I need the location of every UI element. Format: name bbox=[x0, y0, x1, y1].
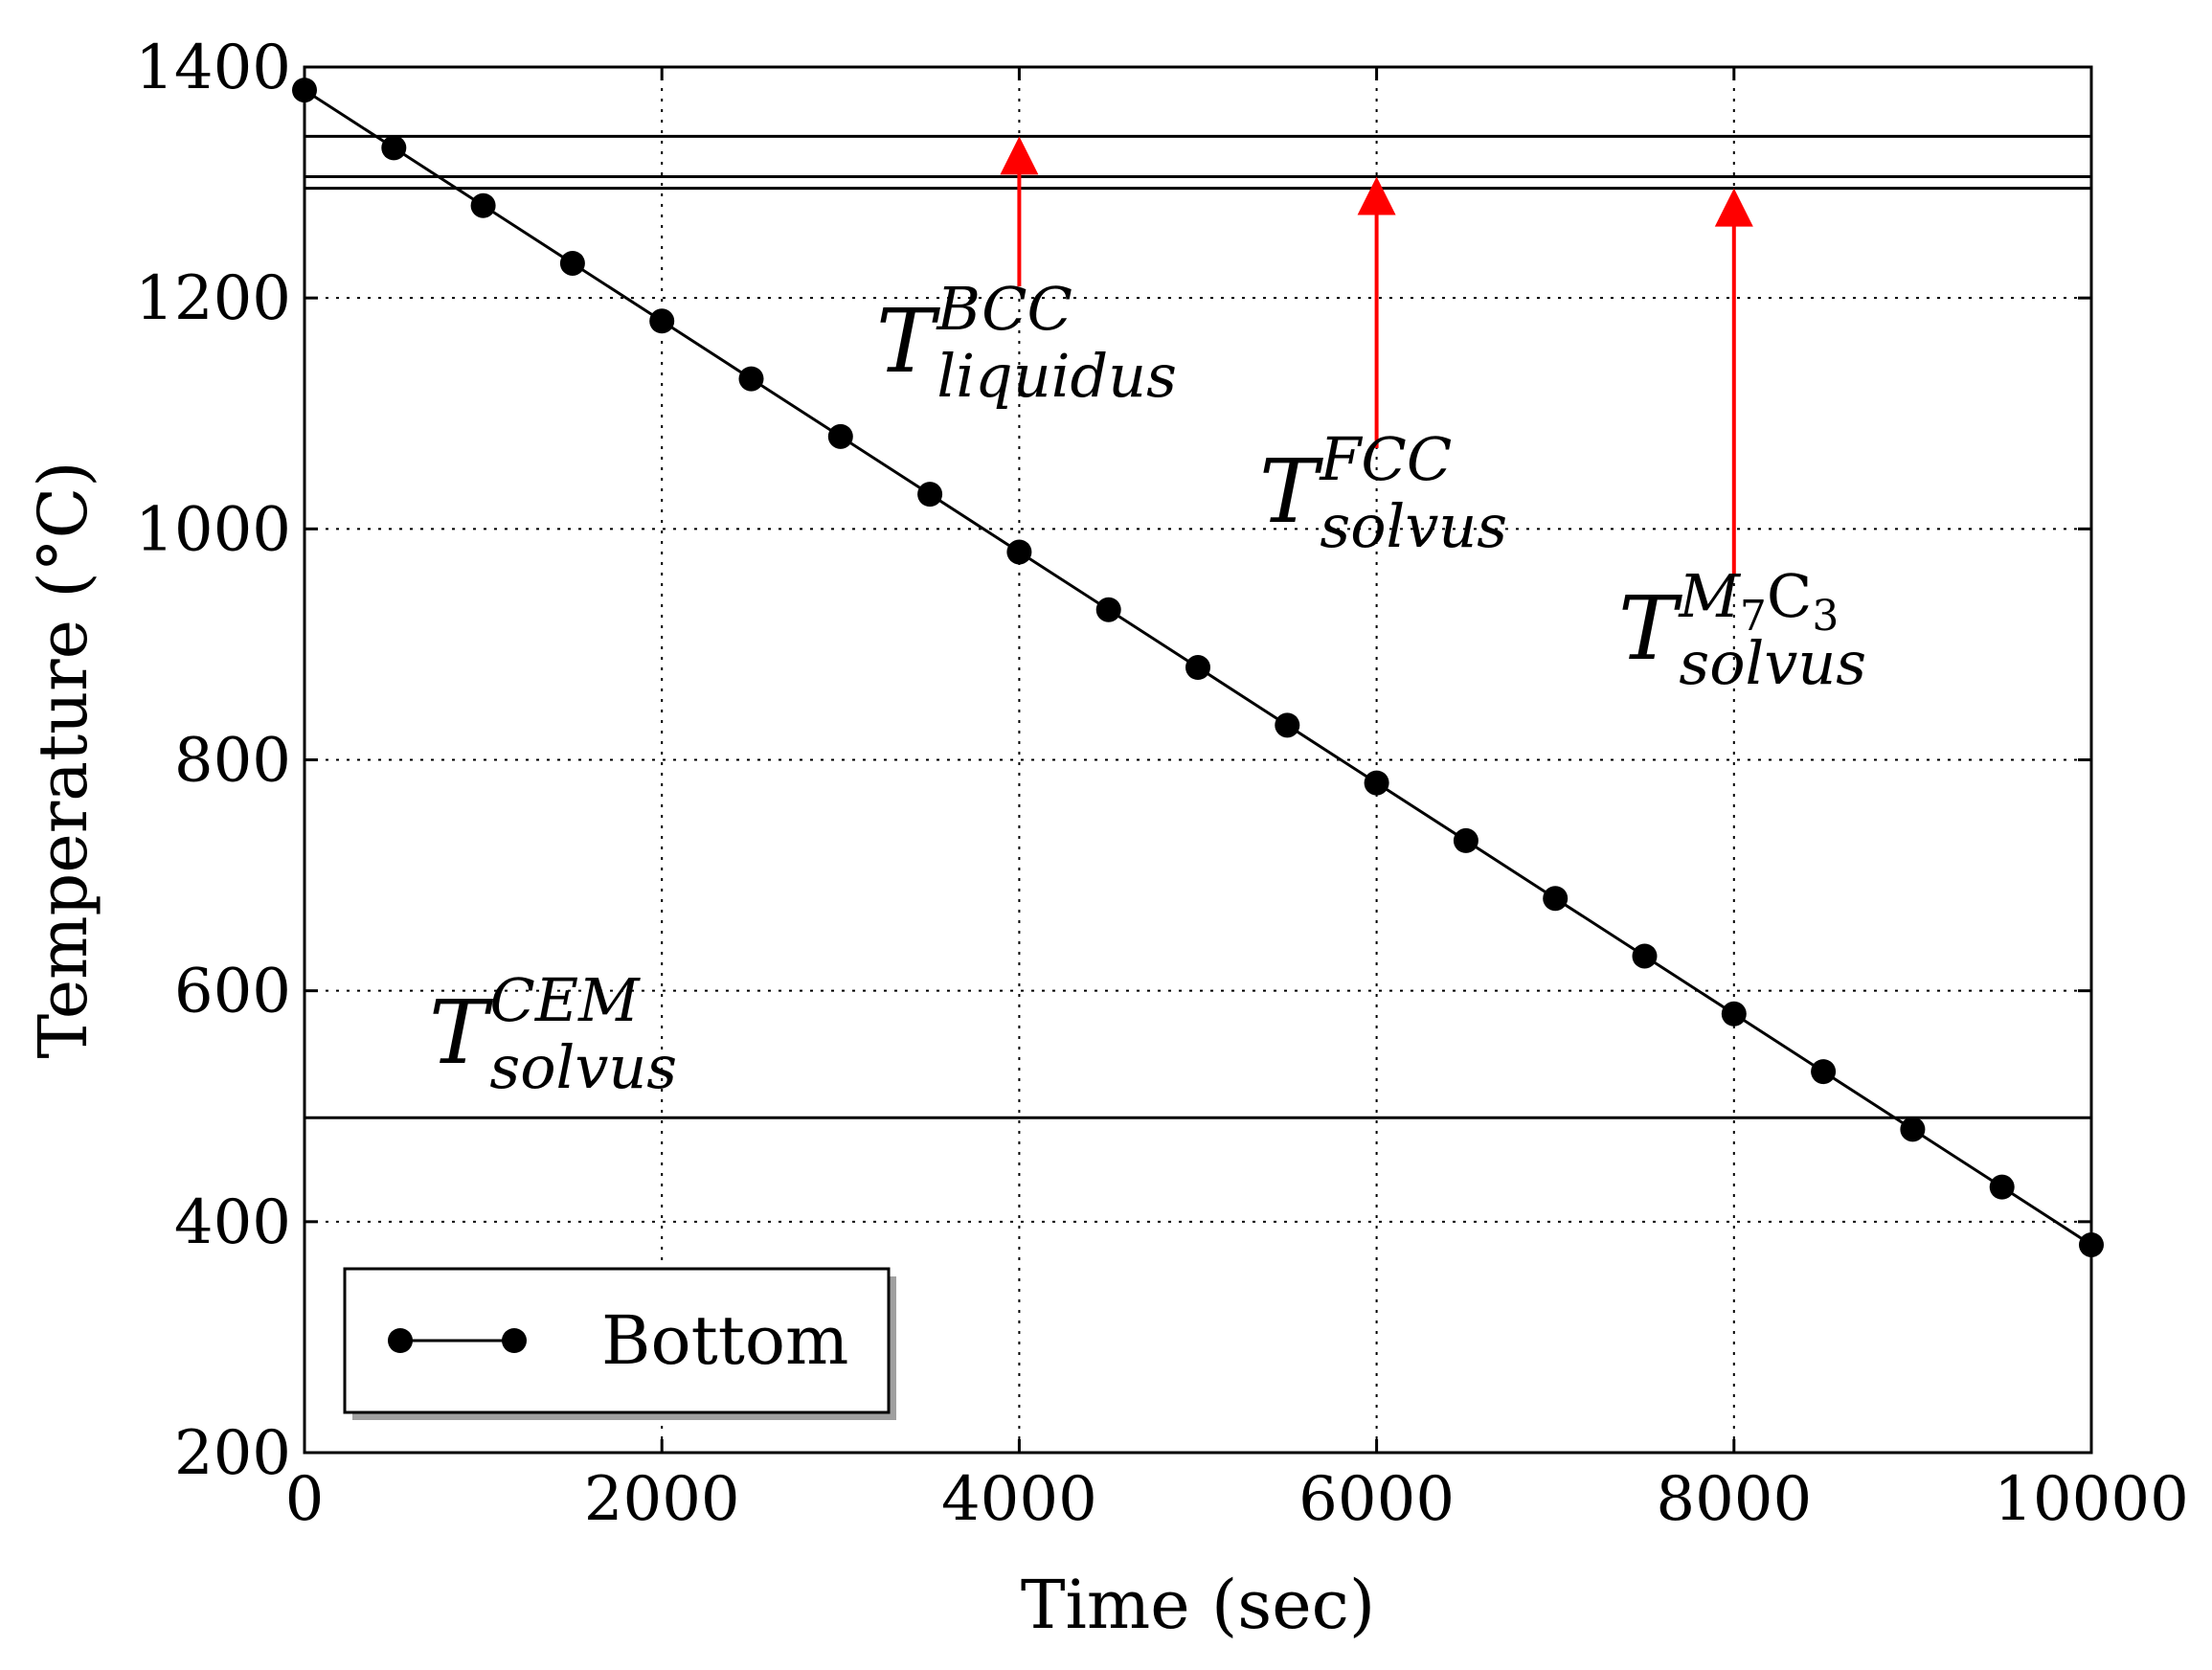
data-point bbox=[1095, 597, 1121, 622]
data-point bbox=[827, 423, 853, 449]
x-tick-label: 0 bbox=[285, 1464, 325, 1535]
y-tick-label: 1000 bbox=[135, 494, 291, 565]
annotation-label: TBCC liquidus bbox=[876, 274, 1177, 411]
annotation-arrow-head bbox=[1357, 176, 1396, 215]
y-tick-label: 600 bbox=[174, 957, 291, 1027]
data-point bbox=[1900, 1117, 1926, 1142]
data-point bbox=[1185, 655, 1210, 681]
annotations: TBCC liquidus TFCC solvus TM7C3 solvus TCEM sol… bbox=[429, 274, 1866, 1102]
legend: Bottom bbox=[343, 1267, 896, 1420]
data-point bbox=[1364, 770, 1389, 796]
annotation-arrow-head bbox=[1714, 188, 1753, 227]
reference-lines bbox=[305, 134, 2091, 1119]
data-point bbox=[1006, 539, 1032, 565]
y-tick-label: 1200 bbox=[135, 263, 291, 334]
grid bbox=[305, 67, 2091, 1453]
y-tick-label: 400 bbox=[174, 1187, 291, 1258]
data-point bbox=[1453, 827, 1478, 853]
annotation-label: TM7C3 solvus bbox=[1618, 561, 1866, 698]
y-tick-label: 800 bbox=[174, 726, 291, 797]
annotation-arrow-head bbox=[1000, 136, 1039, 175]
data-point bbox=[1275, 712, 1300, 738]
y-tick-label: 1400 bbox=[135, 33, 291, 103]
data-point bbox=[738, 366, 764, 392]
x-tick-label: 6000 bbox=[1298, 1464, 1455, 1535]
legend-marker bbox=[388, 1328, 413, 1353]
data-point bbox=[1811, 1059, 1837, 1085]
data-point bbox=[1989, 1174, 2015, 1200]
data-point bbox=[917, 482, 943, 508]
data-point bbox=[1721, 1001, 1747, 1027]
y-tick-label: 200 bbox=[174, 1418, 291, 1489]
x-tick-label: 8000 bbox=[1656, 1464, 1812, 1535]
data-point bbox=[381, 135, 407, 161]
x-tick-label: 10000 bbox=[1994, 1464, 2189, 1535]
data-point bbox=[559, 250, 585, 276]
x-tick-label: 4000 bbox=[941, 1464, 1097, 1535]
annotation-arrows bbox=[1000, 136, 1753, 575]
annotation-label: TFCC solvus bbox=[1259, 424, 1507, 561]
annotation-label: TCEM solvus bbox=[429, 965, 677, 1102]
legend-label: Bottom bbox=[601, 1301, 848, 1380]
ticks: 0 2000 4000 6000 8000 10000 200 400 600 800 1000 12… bbox=[135, 33, 2189, 1535]
data-point bbox=[470, 192, 496, 218]
y-axis-title: Temperature (°C) bbox=[24, 461, 102, 1058]
legend-marker bbox=[502, 1328, 527, 1353]
x-tick-label: 2000 bbox=[584, 1464, 740, 1535]
series-layer bbox=[292, 78, 2104, 1257]
data-point bbox=[1632, 943, 1658, 969]
data-point bbox=[1543, 886, 1569, 912]
data-point bbox=[649, 308, 675, 334]
x-axis-title: Time (sec) bbox=[1021, 1566, 1375, 1644]
